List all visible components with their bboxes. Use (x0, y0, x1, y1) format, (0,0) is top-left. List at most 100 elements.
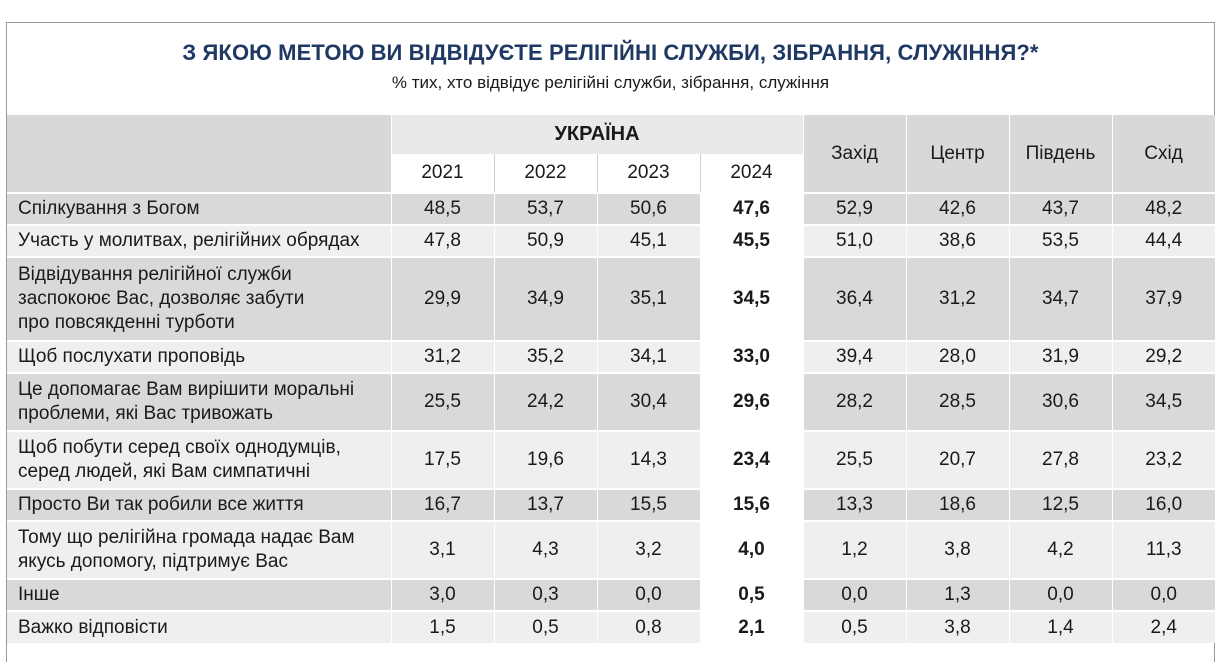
row-label: Спілкування з Богом (7, 192, 391, 225)
page-title: З ЯКОЮ МЕТОЮ ВИ ВІДВІДУЄТЕ РЕЛІГІЙНІ СЛУ… (182, 40, 1039, 65)
value-cell: 33,0 (699, 340, 804, 373)
row-label-line: серед людей, які Вам симпатичні (18, 461, 311, 482)
row-label-line: Відвідування релігійної служби (18, 264, 292, 285)
row-label-line: про повсякденні турботи (18, 312, 235, 333)
table-row: Важко відповісти 1,5 0,5 0,8 2,1 0,5 3,8 1,4 2,4 (7, 610, 1216, 643)
row-label: Тому що релігійна громада надає Вам якусь… (7, 520, 391, 579)
table-row: Тому що релігійна громада надає Вам якусь… (7, 520, 1216, 579)
table-body: Спілкування з Богом 48,5 53,7 50,6 47,6 52,9 4… (7, 192, 1216, 643)
value-cell: 0,5 (802, 610, 907, 643)
value-cell: 48,5 (390, 192, 494, 225)
row-label-line: Участь у молитвах, релігійних обрядах (18, 230, 360, 251)
value-cell: 3,8 (905, 610, 1010, 643)
header-ukraine: УКРАЇНА (391, 115, 804, 154)
value-cell: 29,9 (390, 256, 494, 341)
value-cell: 14,3 (596, 430, 700, 489)
value-cell: 50,6 (596, 192, 700, 225)
page-subtitle: % тих, хто відвідує релігійні служби, зі… (391, 73, 830, 92)
row-label-line: Важко відповісти (18, 616, 168, 638)
value-cell: 35,2 (493, 340, 597, 373)
row-label: Просто Ви так робили все життя (7, 488, 391, 521)
value-cell: 47,8 (390, 224, 494, 257)
value-cell: 20,7 (905, 430, 1010, 489)
row-label-line: якусь допомогу, підтримує Вас (18, 551, 288, 572)
value-cell: 0,5 (493, 610, 597, 643)
value-cell: 2,1 (699, 610, 804, 643)
value-cell: 53,7 (493, 192, 597, 225)
table-row: Участь у молитвах, релігійних обрядах 47,… (7, 224, 1216, 257)
value-cell: 3,2 (596, 520, 700, 579)
table-row: Просто Ви так робили все життя 16,7 13,7 15… (7, 488, 1216, 521)
value-cell: 1,5 (390, 610, 494, 643)
value-cell: 34,5 (699, 256, 804, 341)
row-label: Інше (7, 578, 391, 611)
table-row: Щоб послухати проповідь 31,2 35,2 34,1 33,0 3… (7, 340, 1216, 373)
value-cell: 47,6 (699, 192, 804, 225)
value-cell: 2,4 (1111, 610, 1216, 643)
value-cell: 11,3 (1111, 520, 1216, 579)
table-row: Це допомагає Вам вирішити моральні пробле… (7, 372, 1216, 431)
value-cell: 4,3 (493, 520, 597, 579)
value-cell: 42,6 (905, 192, 1010, 225)
header-year-2024: 2024 (700, 154, 804, 193)
value-cell: 16,7 (390, 488, 494, 521)
row-label-line: Щоб послухати проповідь (18, 346, 246, 367)
header-label-cell (7, 115, 392, 193)
value-cell: 0,0 (596, 578, 700, 611)
row-label: Важко відповісти (7, 610, 391, 643)
value-cell: 43,7 (1008, 192, 1113, 225)
value-cell: 44,4 (1111, 224, 1216, 257)
value-cell: 15,5 (596, 488, 700, 521)
value-cell: 27,8 (1008, 430, 1113, 489)
table-row: Інше 3,0 0,3 0,0 0,5 0,0 1,3 0,0 0,0 (7, 578, 1216, 611)
header-region-south: Південь (1008, 115, 1113, 193)
header-year-2021: 2021 (391, 154, 495, 193)
header-region-east: Схід (1111, 115, 1216, 193)
value-cell: 13,3 (802, 488, 907, 521)
value-cell: 0,0 (1008, 578, 1113, 611)
table-row: Спілкування з Богом 48,5 53,7 50,6 47,6 52,9 4… (7, 192, 1216, 225)
row-label-line: Тому що релігійна громада надає Вам (18, 527, 355, 548)
value-cell: 1,2 (802, 520, 907, 579)
row-label-line: проблеми, які Вас тривожать (18, 403, 274, 424)
row-label: Відвідування релігійної служби заспокоює … (7, 256, 391, 341)
header-year-2023: 2023 (597, 154, 701, 193)
survey-table: УКРАЇНА Захід Центр Південь Схід 2021 20… (7, 115, 1216, 643)
value-cell: 48,2 (1111, 192, 1216, 225)
value-cell: 0,0 (1111, 578, 1216, 611)
value-cell: 1,4 (1008, 610, 1113, 643)
row-label-line: Просто Ви так робили все життя (18, 494, 304, 515)
value-cell: 0,5 (699, 578, 804, 611)
value-cell: 51,0 (802, 224, 907, 257)
row-label-line: Це допомагає Вам вирішити моральні (18, 379, 355, 400)
value-cell: 25,5 (390, 372, 494, 431)
value-cell: 17,5 (390, 430, 494, 489)
table-row: Щоб побути серед своїх однодумців, серед … (7, 430, 1216, 489)
value-cell: 28,5 (905, 372, 1010, 431)
value-cell: 39,4 (802, 340, 907, 373)
value-cell: 0,8 (596, 610, 700, 643)
value-cell: 3,0 (390, 578, 494, 611)
value-cell: 31,9 (1008, 340, 1113, 373)
value-cell: 23,4 (699, 430, 804, 489)
row-label: Це допомагає Вам вирішити моральні пробле… (7, 372, 391, 431)
value-cell: 0,0 (802, 578, 907, 611)
value-cell: 53,5 (1008, 224, 1113, 257)
value-cell: 31,2 (390, 340, 494, 373)
value-cell: 29,6 (699, 372, 804, 431)
row-label-line: заспокоює Вас, дозволяє забути (18, 288, 305, 309)
value-cell: 45,1 (596, 224, 700, 257)
value-cell: 3,8 (905, 520, 1010, 579)
value-cell: 45,5 (699, 224, 804, 257)
value-cell: 34,9 (493, 256, 597, 341)
value-cell: 4,0 (699, 520, 804, 579)
table-row: Відвідування релігійної служби заспокоює … (7, 256, 1216, 341)
value-cell: 34,5 (1111, 372, 1216, 431)
header-region-west: Захід (802, 115, 907, 193)
value-cell: 1,3 (905, 578, 1010, 611)
value-cell: 50,9 (493, 224, 597, 257)
value-cell: 23,2 (1111, 430, 1216, 489)
value-cell: 28,0 (905, 340, 1010, 373)
value-cell: 4,2 (1008, 520, 1113, 579)
row-label-line: Щоб побути серед своїх однодумців, (18, 437, 341, 458)
